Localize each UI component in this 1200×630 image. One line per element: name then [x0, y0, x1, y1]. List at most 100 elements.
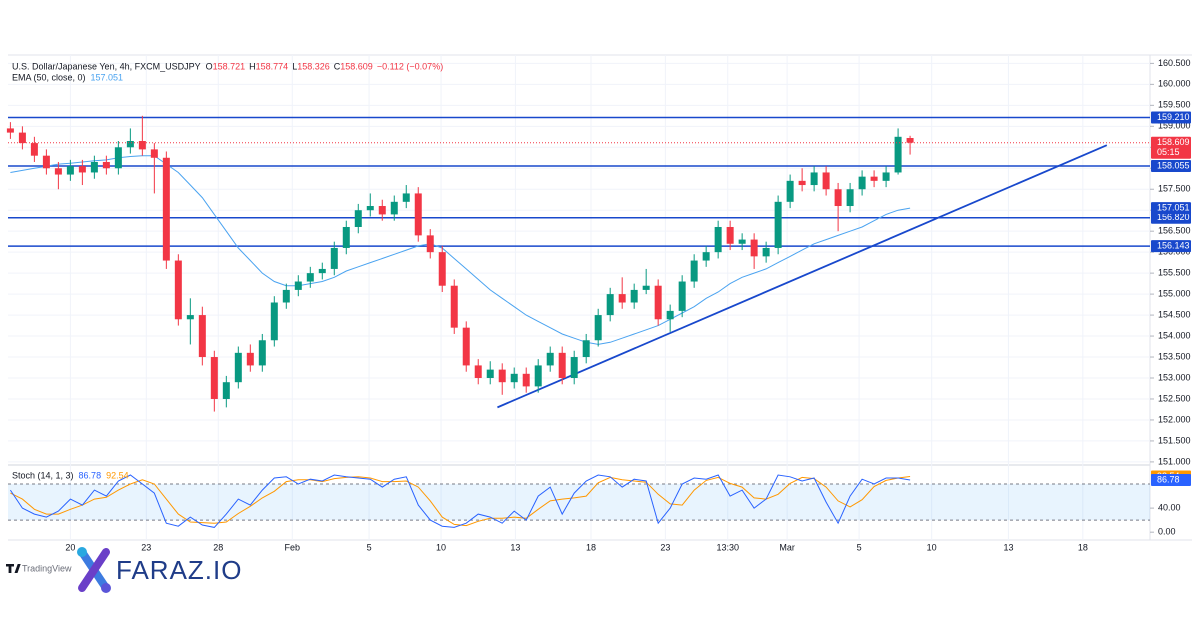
ohlc-prefix: O	[206, 61, 213, 71]
candle-body	[306, 273, 314, 282]
candle-body	[894, 136, 902, 173]
faraz-logo: FARAZ.IO	[77, 547, 242, 593]
countdown: 05:15	[1157, 147, 1180, 157]
stoch-k-value: 86.78	[1157, 474, 1180, 484]
ohlc-value: 158.774	[256, 61, 289, 71]
candle-body	[870, 176, 878, 181]
x-tick-label: 28	[213, 542, 223, 552]
y-tick-label: 157.500	[1158, 184, 1191, 194]
candle-body	[270, 302, 278, 341]
last-price-label: 158.609	[1157, 137, 1190, 147]
y-tick-label: 154.000	[1158, 330, 1191, 340]
y-tick-label: 160.000	[1158, 79, 1191, 89]
candle-body	[282, 289, 290, 303]
x-tick-label: 10	[927, 542, 937, 552]
stoch-band	[8, 484, 1150, 521]
candle-body	[834, 189, 842, 207]
x-tick-label: 5	[857, 542, 862, 552]
candle-body	[750, 239, 758, 257]
candle-body	[726, 226, 734, 244]
candle-body	[702, 252, 710, 261]
level-label-box	[1151, 211, 1191, 224]
candle-body	[774, 201, 782, 248]
candle-body	[594, 315, 602, 341]
candle-body	[198, 315, 206, 358]
candle-body	[30, 143, 38, 156]
ema-value-label-box	[1151, 202, 1191, 215]
candle-body	[762, 247, 770, 257]
ema-value-label: 157.051	[1157, 202, 1190, 212]
candle-body	[426, 235, 434, 253]
y-tick-label: 153.000	[1158, 372, 1191, 382]
candle-body	[174, 260, 182, 320]
y-tick-label: 152.000	[1158, 414, 1191, 424]
candle-body	[294, 281, 302, 290]
y-tick-label: 153.500	[1158, 351, 1191, 361]
trendline	[497, 144, 1108, 409]
candle-body	[342, 226, 350, 248]
candle-body	[390, 201, 398, 215]
x-tick-label: 23	[141, 542, 151, 552]
y-tick-label: 159.000	[1158, 121, 1191, 131]
y-tick-label: 155.500	[1158, 268, 1191, 278]
x-tick-label: 10	[436, 542, 446, 552]
y-tick-label: 159.500	[1158, 100, 1191, 110]
candle-body	[102, 161, 110, 169]
level-label: 156.820	[1157, 212, 1190, 222]
stoch-k-legend-value: 86.78	[79, 470, 102, 480]
stoch-d-legend-value: 92.54	[106, 470, 129, 480]
candle-body	[6, 128, 14, 133]
y-tick-label: 151.500	[1158, 435, 1191, 445]
x-tick-label: 20	[65, 542, 75, 552]
x-tick-label: 13	[1003, 542, 1013, 552]
level-label-box	[1151, 111, 1191, 124]
change: −0.112 (−0.07%)	[377, 61, 443, 71]
x-tick-label: Feb	[285, 542, 301, 552]
level-label: 159.210	[1157, 112, 1190, 122]
tv-text: TradingView	[22, 563, 72, 573]
logo-text: FARAZ.IO	[116, 555, 242, 585]
candle-body	[738, 239, 746, 244]
candle-body	[510, 373, 518, 383]
last-price-label-box	[1151, 136, 1191, 159]
candle-body	[78, 166, 86, 173]
candle-body	[810, 172, 818, 186]
candle-body	[714, 226, 722, 253]
candle-body	[90, 161, 98, 173]
tradingview-logo: TradingView	[5, 563, 72, 573]
symbol: U.S. Dollar/Japanese Yen, 4h, FXCM_USDJP…	[12, 61, 201, 71]
y-tick-label: 154.500	[1158, 309, 1191, 319]
candle-body	[330, 247, 338, 269]
candle-body	[642, 285, 650, 290]
candle-body	[378, 206, 386, 215]
x-tick-label: 18	[1078, 542, 1088, 552]
y-tick-label: 155.000	[1158, 288, 1191, 298]
candle-body	[858, 176, 866, 190]
ema-line	[10, 155, 911, 345]
candle-body	[414, 193, 422, 236]
level-label: 156.143	[1157, 241, 1190, 251]
candle-body	[450, 285, 458, 328]
candle-body	[402, 193, 410, 202]
ohlc-value: 158.326	[297, 61, 330, 71]
candle-body	[222, 382, 230, 399]
candle-body	[462, 327, 470, 366]
candle-body	[786, 180, 794, 202]
candle-body	[54, 168, 62, 175]
ema-legend: EMA (50, close, 0)	[12, 72, 86, 82]
candle-body	[162, 157, 170, 261]
candle-body	[114, 147, 122, 169]
candle-body	[474, 365, 482, 379]
ohlc-value: 158.721	[213, 61, 246, 71]
candle-body	[882, 172, 890, 181]
candle-body	[234, 352, 242, 383]
candle-body	[678, 281, 686, 311]
candle-body	[690, 260, 698, 282]
candle-body	[570, 357, 578, 379]
candle-body	[618, 294, 626, 303]
tv-icon	[5, 564, 21, 573]
candle-body	[630, 289, 638, 303]
candle-body	[546, 352, 554, 366]
candle-body	[66, 166, 74, 175]
